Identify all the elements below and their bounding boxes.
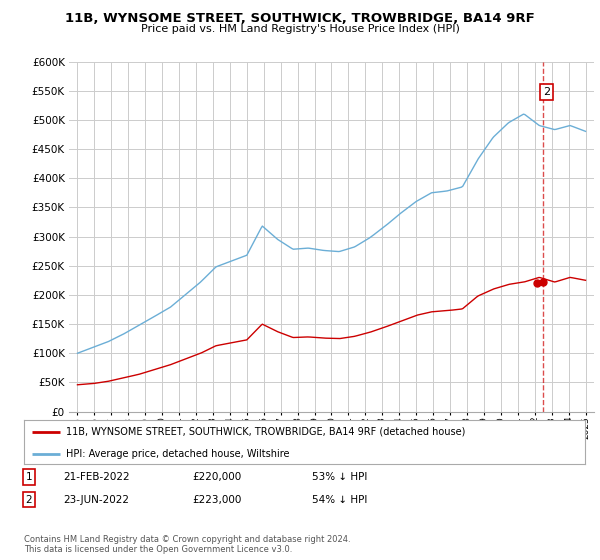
Text: 21-FEB-2022: 21-FEB-2022 [63,472,130,482]
Text: Price paid vs. HM Land Registry's House Price Index (HPI): Price paid vs. HM Land Registry's House … [140,24,460,34]
Text: 54% ↓ HPI: 54% ↓ HPI [312,494,367,505]
Text: 23-JUN-2022: 23-JUN-2022 [63,494,129,505]
Text: Contains HM Land Registry data © Crown copyright and database right 2024.
This d: Contains HM Land Registry data © Crown c… [24,535,350,554]
Text: 11B, WYNSOME STREET, SOUTHWICK, TROWBRIDGE, BA14 9RF: 11B, WYNSOME STREET, SOUTHWICK, TROWBRID… [65,12,535,25]
Text: £220,000: £220,000 [192,472,241,482]
Text: £223,000: £223,000 [192,494,241,505]
Text: 1: 1 [25,472,32,482]
Text: 2: 2 [25,494,32,505]
Text: 53% ↓ HPI: 53% ↓ HPI [312,472,367,482]
Text: 2: 2 [543,87,550,97]
Text: HPI: Average price, detached house, Wiltshire: HPI: Average price, detached house, Wilt… [66,449,290,459]
Text: 11B, WYNSOME STREET, SOUTHWICK, TROWBRIDGE, BA14 9RF (detached house): 11B, WYNSOME STREET, SOUTHWICK, TROWBRID… [66,427,466,437]
